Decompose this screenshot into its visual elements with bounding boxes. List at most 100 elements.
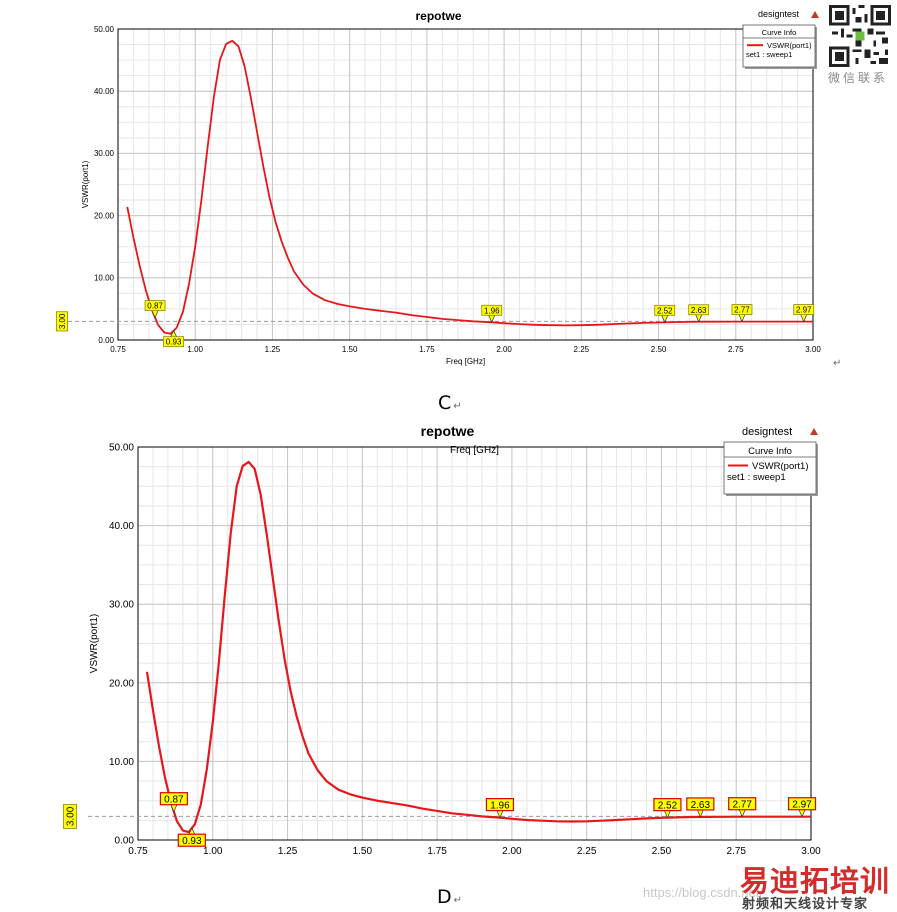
x-tick-label: 1.25 <box>265 345 281 354</box>
marker-0.87: 0.87 <box>144 300 166 319</box>
marker-box <box>481 304 503 316</box>
y-axis-label: VSWR(port1) <box>81 160 90 208</box>
caption-d: D ↵ <box>437 886 463 908</box>
marker-box <box>793 304 815 315</box>
x-tick-label: 2.50 <box>652 846 672 857</box>
marker-2.63: 2.63 <box>688 304 710 323</box>
plot-frame <box>137 446 812 841</box>
x-tick-label: 0.75 <box>110 345 126 354</box>
y-tick-label: 20.00 <box>94 211 115 220</box>
marker-box <box>653 798 682 812</box>
marker-box <box>144 300 166 312</box>
marker-2.97: 2.97 <box>787 797 817 818</box>
marker-pointer <box>488 315 496 324</box>
minor-grid <box>117 28 814 341</box>
legend: Curve Info VSWR(port1)set1 : sweep1 <box>742 24 817 69</box>
qr-code-icon <box>829 5 891 67</box>
marker-0.93: 0.93 <box>163 329 185 348</box>
y-tick-label: 50.00 <box>109 443 134 454</box>
marker-1.96: 1.96 <box>481 304 503 324</box>
legend-setup: set1 : sweep1 <box>727 472 786 483</box>
marker-label: 2.77 <box>732 800 752 811</box>
legend-title: Curve Info <box>762 28 797 37</box>
marker-box <box>177 833 206 847</box>
x-tick-label: 2.50 <box>651 345 667 354</box>
marker-box <box>654 304 676 316</box>
caption-c: C ↵ <box>438 392 462 414</box>
marker-box <box>686 797 715 811</box>
design-name: designtest <box>758 9 800 19</box>
marker-pointer <box>170 804 178 813</box>
marker-label: 0.93 <box>182 836 202 847</box>
marker-box <box>731 304 753 315</box>
marker-label: 0.93 <box>166 338 182 347</box>
y-tick-label: 30.00 <box>94 149 115 158</box>
x-tick-label: 1.75 <box>427 846 447 857</box>
marker-pointer <box>664 810 671 819</box>
y-tick-label: 0.00 <box>115 836 135 847</box>
marker-pointer <box>496 810 504 819</box>
marker-2.77: 2.77 <box>731 304 753 323</box>
x-tick-label: 1.00 <box>187 345 203 354</box>
marker-label: 2.97 <box>796 306 812 315</box>
marker-box <box>787 797 817 811</box>
y-tick-label: 40.00 <box>109 521 134 532</box>
marker-2.97: 2.97 <box>793 304 815 323</box>
reference-label: 3.00 <box>58 313 67 329</box>
marker-pointer <box>695 314 703 323</box>
marker-label: 2.52 <box>658 801 678 812</box>
marker-label: 0.87 <box>147 302 163 311</box>
x-tick-label: 1.75 <box>419 345 435 354</box>
x-axis-label: Freq [GHz] <box>450 445 499 456</box>
x-tick-label: 2.75 <box>726 846 746 857</box>
x-tick-label: 2.25 <box>577 846 597 857</box>
x-axis-label: Freq [GHz] <box>446 357 485 366</box>
marker-2.77: 2.77 <box>728 797 757 818</box>
y-tick-label: 10.00 <box>94 274 115 283</box>
marker-box <box>163 336 185 348</box>
marker-label: 2.77 <box>734 306 750 315</box>
marker-0.87: 0.87 <box>159 792 188 813</box>
legend-setup: set1 : sweep1 <box>746 50 792 59</box>
chart-d: 0.00 10.00 20.00 30.00 40.00 50.00 0.75 1.00 1.2… <box>63 423 821 857</box>
chart-c: 0.00 10.00 20.00 30.00 40.00 50.00 0.75 1.00 1.2… <box>56 9 821 366</box>
marker-label: 2.97 <box>792 800 812 811</box>
marker-pointer <box>738 809 746 818</box>
x-tick-label: 3.00 <box>805 345 821 354</box>
design-triangle-icon <box>810 428 818 435</box>
x-tick-label: 2.00 <box>496 345 512 354</box>
marker-label: 0.87 <box>164 795 184 806</box>
y-tick-label: 40.00 <box>94 87 115 96</box>
y-axis-label: VSWR(port1) <box>89 614 100 673</box>
marker-2.63: 2.63 <box>686 797 715 818</box>
chart-title: repotwe <box>415 9 461 23</box>
marker-label: 2.63 <box>691 306 707 315</box>
watermark-tagline: 射频和天线设计专家 <box>742 897 869 912</box>
y-tick-label: 0.00 <box>98 336 114 345</box>
marker-1.96: 1.96 <box>485 797 515 819</box>
x-tick-label: 0.75 <box>128 846 148 857</box>
x-tick-label: 1.50 <box>342 345 358 354</box>
watermark-brand: 易迪拓培训 <box>740 864 891 898</box>
reference-label: 3.00 <box>66 806 77 826</box>
y-tick-label: 30.00 <box>109 600 134 611</box>
marker-2.52: 2.52 <box>654 304 676 324</box>
legend: Curve Info VSWR(port1)set1 : sweep1 <box>723 441 818 496</box>
design-triangle-icon <box>811 11 819 18</box>
x-tick-label: 2.00 <box>502 846 522 857</box>
plot-frame <box>117 28 814 341</box>
legend-entry: VSWR(port1) <box>767 41 812 50</box>
x-tick-label: 3.00 <box>801 846 821 857</box>
marker-pointer <box>661 315 669 324</box>
marker-box <box>728 797 757 811</box>
marker-pointer <box>170 329 177 337</box>
qr-label: 微信联系 <box>828 71 889 85</box>
x-tick-label: 2.25 <box>574 345 590 354</box>
x-tick-label: 2.75 <box>728 345 744 354</box>
chart-title: repotwe <box>421 423 475 439</box>
marker-box <box>688 304 710 316</box>
minor-grid <box>137 446 812 841</box>
series-line-vswr <box>126 39 813 335</box>
legend-box <box>723 441 817 495</box>
y-tick-label: 10.00 <box>109 757 134 768</box>
